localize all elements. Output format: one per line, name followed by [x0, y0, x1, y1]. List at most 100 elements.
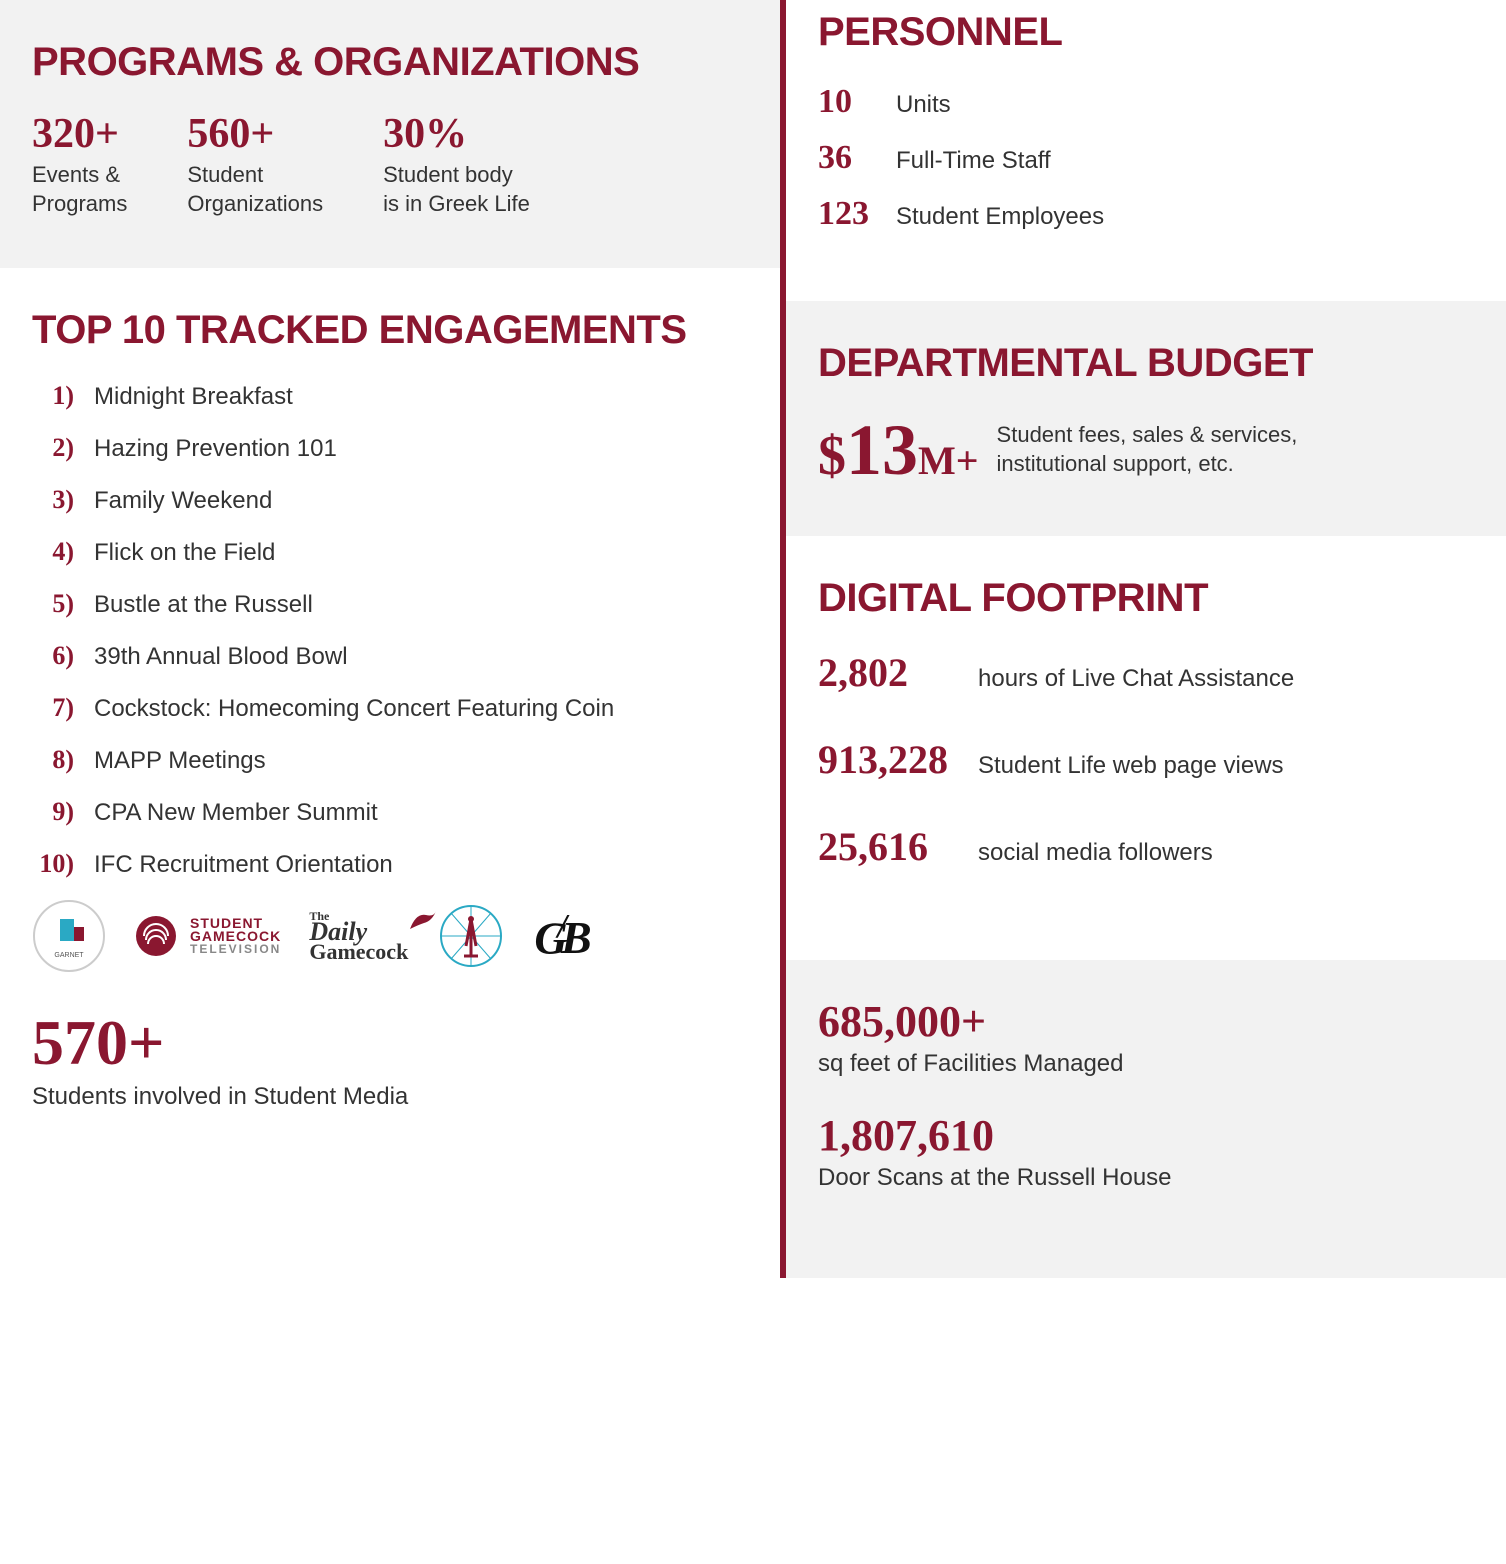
- student-gamecock-television-logo: STUDENT GAMECOCK TELEVISION: [134, 901, 281, 971]
- stat-value: 30%: [383, 113, 530, 155]
- list-number: 6): [32, 641, 74, 671]
- stat-value: 2,802: [818, 649, 958, 696]
- budget-main: 13: [846, 410, 918, 490]
- budget-row: $13M+ Student fees, sales & services, in…: [818, 414, 1474, 486]
- list-label: Family Weekend: [94, 487, 272, 515]
- personnel-list: 10 Units 36 Full-Time Staff 123 Student Emp…: [818, 83, 1474, 233]
- stat-value: 123: [818, 195, 878, 233]
- budget-prefix: $: [818, 425, 846, 487]
- stat-value: 10: [818, 83, 878, 121]
- stat-value: 1,807,610: [818, 1114, 1474, 1158]
- engagements-heading: TOP 10 TRACKED ENGAGEMENTS: [32, 308, 748, 353]
- facilities-section: 685,000+ sq feet of Facilities Managed 1…: [786, 960, 1506, 1278]
- stat-value: 320+: [32, 113, 127, 155]
- stat-label: Full-Time Staff: [896, 147, 1051, 175]
- stat-greek: 30% Student body is in Greek Life: [383, 113, 530, 218]
- stat-value: 913,228: [818, 736, 958, 783]
- list-number: 9): [32, 797, 74, 827]
- list-item: 10) IFC Recruitment Orientation: [32, 849, 748, 879]
- budget-heading: DEPARTMENTAL BUDGET: [818, 341, 1474, 386]
- list-item: 913,228 Student Life web page views: [818, 736, 1474, 783]
- list-label: 39th Annual Blood Bowl: [94, 643, 348, 671]
- programs-section: PROGRAMS & ORGANIZATIONS 320+ Events & P…: [0, 0, 780, 268]
- stat-orgs: 560+ Student Organizations: [187, 113, 323, 218]
- list-item: 25,616 social media followers: [818, 823, 1474, 870]
- personnel-section: PERSONNEL 10 Units 36 Full-Time Staff 123 S…: [786, 0, 1506, 301]
- stat-label: hours of Live Chat Assistance: [978, 665, 1294, 693]
- list-item: 10 Units: [818, 83, 1474, 121]
- stat-events: 320+ Events & Programs: [32, 113, 127, 218]
- digital-section: DIGITAL FOOTPRINT 2,802 hours of Live Cha…: [786, 536, 1506, 960]
- stat-value: 570+: [32, 1011, 748, 1075]
- wusc-radio-logo: [436, 901, 506, 971]
- personnel-heading: PERSONNEL: [818, 10, 1474, 55]
- stat-label: Events & Programs: [32, 161, 127, 218]
- logo-text: TELEVISION: [190, 944, 281, 955]
- digital-list: 2,802 hours of Live Chat Assistance 913,2…: [818, 649, 1474, 870]
- list-item: 8) MAPP Meetings: [32, 745, 748, 775]
- list-item: 6) 39th Annual Blood Bowl: [32, 641, 748, 671]
- stat-label: Students involved in Student Media: [32, 1081, 748, 1112]
- list-item: 123 Student Employees: [818, 195, 1474, 233]
- logo-text: B: [561, 912, 592, 963]
- list-item: 36 Full-Time Staff: [818, 139, 1474, 177]
- list-label: Cockstock: Homecoming Concert Featuring …: [94, 695, 614, 723]
- stat-value: 685,000+: [818, 1000, 1474, 1044]
- media-logos-row: GARNET STUDENT GAMECOCK TELEVISION: [32, 901, 748, 971]
- page-wrap: PROGRAMS & ORGANIZATIONS 320+ Events & P…: [0, 0, 1506, 1278]
- list-item: 2,802 hours of Live Chat Assistance: [818, 649, 1474, 696]
- list-item: 685,000+ sq feet of Facilities Managed: [818, 1000, 1474, 1078]
- list-item: 5) Bustle at the Russell: [32, 589, 748, 619]
- list-number: 2): [32, 433, 74, 463]
- budget-label: Student fees, sales & services, institut…: [997, 421, 1298, 478]
- engagements-section: TOP 10 TRACKED ENGAGEMENTS 1) Midnight Br…: [0, 268, 780, 1162]
- list-item: 3) Family Weekend: [32, 485, 748, 515]
- list-number: 10): [32, 849, 74, 879]
- list-number: 1): [32, 381, 74, 411]
- stat-value: 25,616: [818, 823, 958, 870]
- svg-text:GARNET: GARNET: [54, 952, 84, 959]
- stat-value: 36: [818, 139, 878, 177]
- stat-label: Student body is in Greek Life: [383, 161, 530, 218]
- stat-value: 560+: [187, 113, 323, 155]
- digital-heading: DIGITAL FOOTPRINT: [818, 576, 1474, 621]
- list-item: 2) Hazing Prevention 101: [32, 433, 748, 463]
- list-item: 4) Flick on the Field: [32, 537, 748, 567]
- list-label: Hazing Prevention 101: [94, 435, 337, 463]
- garnet-media-group-logo: GARNET: [32, 901, 106, 971]
- stat-label: Door Scans at the Russell House: [818, 1164, 1474, 1192]
- list-label: Bustle at the Russell: [94, 591, 313, 619]
- daily-gamecock-logo: The Daily Gamecock: [309, 901, 408, 971]
- stat-label: Units: [896, 91, 951, 119]
- list-number: 4): [32, 537, 74, 567]
- stat-label: Student Organizations: [187, 161, 323, 218]
- stat-label: social media followers: [978, 839, 1213, 867]
- stat-label: sq feet of Facilities Managed: [818, 1050, 1474, 1078]
- garnet-black-gb-logo: G/B: [534, 901, 591, 971]
- list-item: 7) Cockstock: Homecoming Concert Featurin…: [32, 693, 748, 723]
- engagements-list: 1) Midnight Breakfast 2) Hazing Prevention…: [32, 381, 748, 879]
- list-number: 8): [32, 745, 74, 775]
- list-label: Midnight Breakfast: [94, 383, 293, 411]
- list-item: 1) Midnight Breakfast: [32, 381, 748, 411]
- left-column: PROGRAMS & ORGANIZATIONS 320+ Events & P…: [0, 0, 780, 1278]
- budget-section: DEPARTMENTAL BUDGET $13M+ Student fees, …: [786, 301, 1506, 536]
- list-label: IFC Recruitment Orientation: [94, 851, 393, 879]
- list-label: MAPP Meetings: [94, 747, 266, 775]
- logo-text: Gamecock: [309, 943, 408, 962]
- list-number: 7): [32, 693, 74, 723]
- list-item: 1,807,610 Door Scans at the Russell Hous…: [818, 1114, 1474, 1192]
- list-label: Flick on the Field: [94, 539, 275, 567]
- list-number: 5): [32, 589, 74, 619]
- budget-suffix: M+: [918, 438, 979, 483]
- stat-label: Student Life web page views: [978, 752, 1284, 780]
- programs-heading: PROGRAMS & ORGANIZATIONS: [32, 40, 748, 85]
- media-stat: 570+ Students involved in Student Media: [32, 1011, 748, 1112]
- list-label: CPA New Member Summit: [94, 799, 378, 827]
- budget-value: $13M+: [818, 414, 979, 486]
- stat-label: Student Employees: [896, 203, 1104, 231]
- list-item: 9) CPA New Member Summit: [32, 797, 748, 827]
- programs-stats-row: 320+ Events & Programs 560+ Student Orga…: [32, 113, 748, 218]
- list-number: 3): [32, 485, 74, 515]
- right-column: PERSONNEL 10 Units 36 Full-Time Staff 123 S…: [786, 0, 1506, 1278]
